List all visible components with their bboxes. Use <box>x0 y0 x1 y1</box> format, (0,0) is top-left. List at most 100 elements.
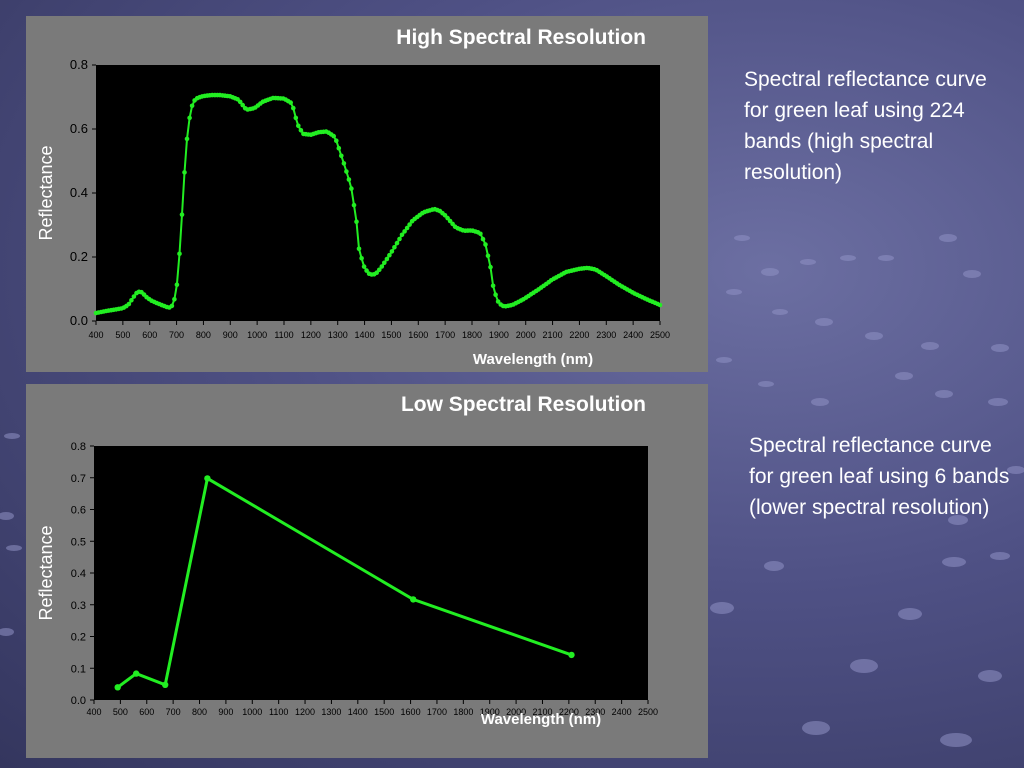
background-dot <box>988 398 1008 406</box>
x-tick-label: 1400 <box>355 330 375 340</box>
x-tick-label: 1800 <box>453 707 473 717</box>
y-tick-label: 0.5 <box>71 536 86 548</box>
x-tick-label: 2400 <box>623 330 643 340</box>
data-point <box>172 297 177 302</box>
data-point <box>384 256 390 262</box>
data-point <box>334 138 339 143</box>
data-point <box>493 292 498 298</box>
x-tick-label: 2200 <box>559 707 579 717</box>
high-resolution-panel: 0.0 0.2 0.4 0.6 0.8 400 500 600 700 800 900 1000 110… <box>26 16 708 372</box>
x-tick-label: 900 <box>218 707 233 717</box>
data-point <box>377 267 382 273</box>
data-point <box>392 245 397 250</box>
background-dot <box>6 545 22 551</box>
x-tick-label: 1300 <box>328 330 348 340</box>
background-dot <box>865 332 883 340</box>
data-point <box>344 169 349 174</box>
x-tick-label: 2100 <box>543 330 563 340</box>
data-point <box>131 294 137 299</box>
data-point <box>394 240 400 246</box>
y-tick-label: 0.0 <box>71 695 86 707</box>
data-point <box>349 186 354 191</box>
background-dot <box>0 628 14 636</box>
x-tick-label: 600 <box>142 330 157 340</box>
data-point <box>404 225 410 231</box>
background-dot <box>811 398 829 406</box>
x-tick-label: 1000 <box>242 707 262 717</box>
y-axis-label: Reflectance <box>36 145 56 240</box>
data-point <box>568 651 575 659</box>
background-dot <box>978 670 1002 682</box>
y-tick-label: 0.1 <box>71 663 86 675</box>
background-dot <box>800 259 816 265</box>
x-tick-label: 2300 <box>596 330 616 340</box>
data-point <box>361 264 367 269</box>
x-tick-label: 1100 <box>269 707 288 717</box>
x-tick-label: 1700 <box>427 707 447 717</box>
data-point <box>364 268 369 273</box>
data-point <box>240 102 245 108</box>
data-point <box>359 256 364 261</box>
y-tick-label: 0.0 <box>70 313 88 328</box>
x-tick-label: 600 <box>139 707 154 717</box>
background-dot <box>963 270 981 278</box>
low-resolution-panel: 0.0 0.1 0.2 0.3 0.4 0.5 0.6 0.7 0.8 400 500 600 700 8… <box>26 384 708 758</box>
data-point <box>293 115 299 121</box>
x-tick-label: 2200 <box>569 330 589 340</box>
data-point <box>189 103 195 109</box>
data-point <box>291 105 296 111</box>
data-point <box>339 153 344 159</box>
data-point <box>114 684 121 691</box>
x-axis-label: Wavelength (nm) <box>481 711 601 728</box>
background-dot <box>716 357 732 363</box>
data-point <box>341 161 347 166</box>
background-dot <box>990 552 1010 560</box>
x-tick-label: 1200 <box>301 330 321 340</box>
data-point <box>382 260 387 266</box>
x-tick-label: 1200 <box>295 707 315 717</box>
background-dot <box>764 561 784 571</box>
x-tick-label: 2000 <box>516 330 536 340</box>
y-tick-label: 0.8 <box>70 57 88 72</box>
high-resolution-caption: Spectral reflectance curve for green lea… <box>744 68 987 184</box>
data-point <box>133 670 140 677</box>
x-tick-label: 400 <box>88 330 103 340</box>
background-dot <box>939 234 957 242</box>
x-tick-label: 1100 <box>274 330 293 340</box>
x-tick-label: 1500 <box>374 707 394 717</box>
data-point <box>478 231 483 237</box>
low-resolution-chart: 0.0 0.1 0.2 0.3 0.4 0.5 0.6 0.7 0.8 400 500 600 700 8… <box>36 441 658 728</box>
x-tick-label: 800 <box>196 330 211 340</box>
background-dot <box>761 268 779 276</box>
x-tick-label: 800 <box>192 707 207 717</box>
data-point <box>351 202 357 208</box>
data-point <box>379 264 385 269</box>
background-dot <box>948 515 968 525</box>
x-tick-label: 1000 <box>247 330 267 340</box>
data-point <box>179 212 185 217</box>
data-point <box>399 232 405 238</box>
data-point <box>126 301 132 307</box>
x-tick-label: 1700 <box>435 330 455 340</box>
background-dot <box>935 390 953 398</box>
x-tick-label: 2500 <box>638 707 658 717</box>
data-point <box>204 475 211 482</box>
data-point <box>237 99 243 105</box>
data-point <box>354 219 359 224</box>
data-point <box>184 136 190 142</box>
data-point <box>331 133 337 139</box>
data-point <box>490 283 496 289</box>
data-point <box>488 264 493 270</box>
data-point <box>187 115 192 121</box>
background-dot <box>921 342 939 350</box>
x-axis-label: Wavelength (nm) <box>473 351 593 368</box>
data-point <box>387 252 392 258</box>
background-dot <box>895 372 913 380</box>
data-point <box>397 236 402 242</box>
data-point <box>177 251 182 257</box>
x-tick-label: 400 <box>86 707 101 717</box>
x-tick-label: 1900 <box>480 707 500 717</box>
x-tick-label: 1400 <box>348 707 368 717</box>
background-dot <box>898 608 922 620</box>
